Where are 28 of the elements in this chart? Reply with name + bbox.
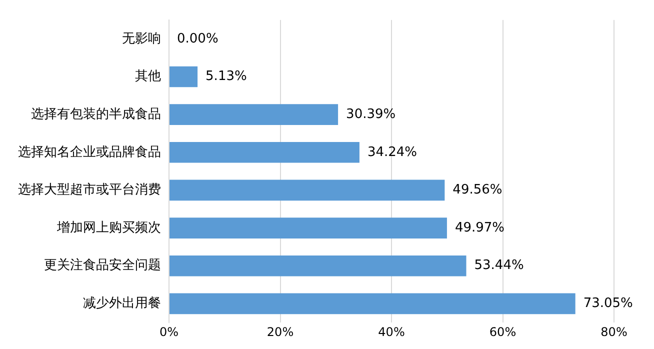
y-tick-label: 增加网上购买频次 [56, 220, 161, 236]
bar [170, 255, 466, 276]
x-tick-label: 80% [600, 324, 628, 339]
bar [170, 104, 338, 125]
bar [170, 66, 198, 88]
bar [170, 293, 576, 314]
y-tick-label: 其他 [135, 69, 161, 84]
x-tick-label: 20% [266, 324, 294, 339]
data-label: 49.56% [452, 182, 502, 198]
data-label: 30.39% [346, 106, 396, 122]
y-tick-label: 选择知名企业或品牌食品 [18, 144, 161, 160]
y-tick-label: 更关注食品安全问题 [44, 257, 161, 274]
data-label: 53.44% [474, 258, 524, 274]
data-label: 5.13% [206, 69, 247, 84]
y-tick-label: 选择有包装的半成食品 [31, 106, 161, 122]
data-label: 0.00% [177, 31, 218, 46]
y-tick-label: 减少外出用餐 [83, 296, 161, 312]
bar [170, 142, 360, 163]
x-tick-label: 0% [159, 324, 179, 339]
data-label: 49.97% [454, 220, 505, 236]
bar [170, 180, 445, 201]
y-tick-label: 选择大型超市或平台消费 [18, 182, 161, 198]
y-tick-label: 无影响 [122, 31, 161, 46]
data-label: 34.24% [367, 144, 418, 160]
data-label: 73.05% [583, 296, 633, 312]
bar [170, 218, 447, 238]
x-tick-label: 60% [489, 324, 516, 339]
x-tick-label: 40% [378, 324, 405, 339]
